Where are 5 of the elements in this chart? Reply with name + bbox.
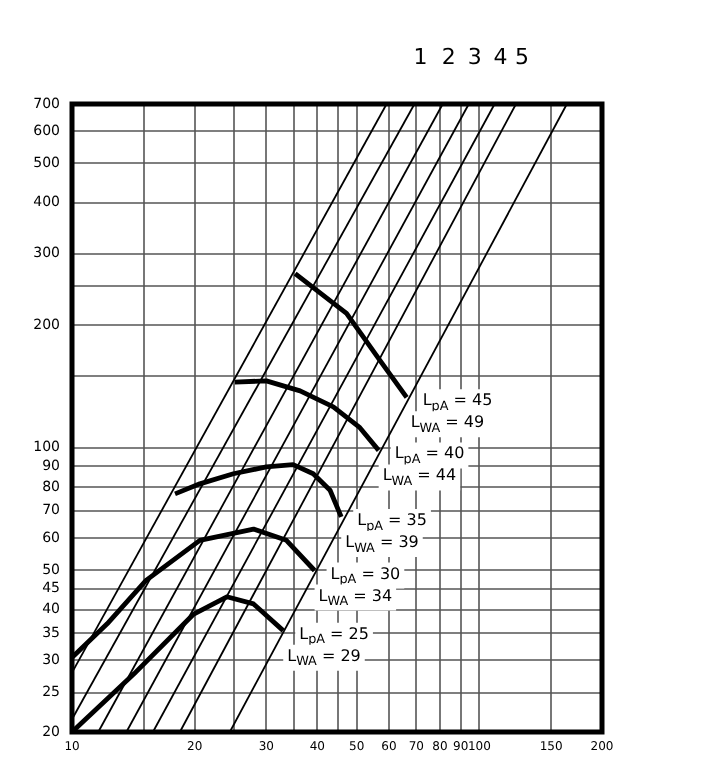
- series-label: 2: [441, 44, 456, 70]
- series-label: 3: [467, 44, 482, 70]
- series-label: 1: [413, 44, 428, 70]
- series-label: 5: [515, 44, 529, 70]
- series-label: 4: [493, 44, 508, 70]
